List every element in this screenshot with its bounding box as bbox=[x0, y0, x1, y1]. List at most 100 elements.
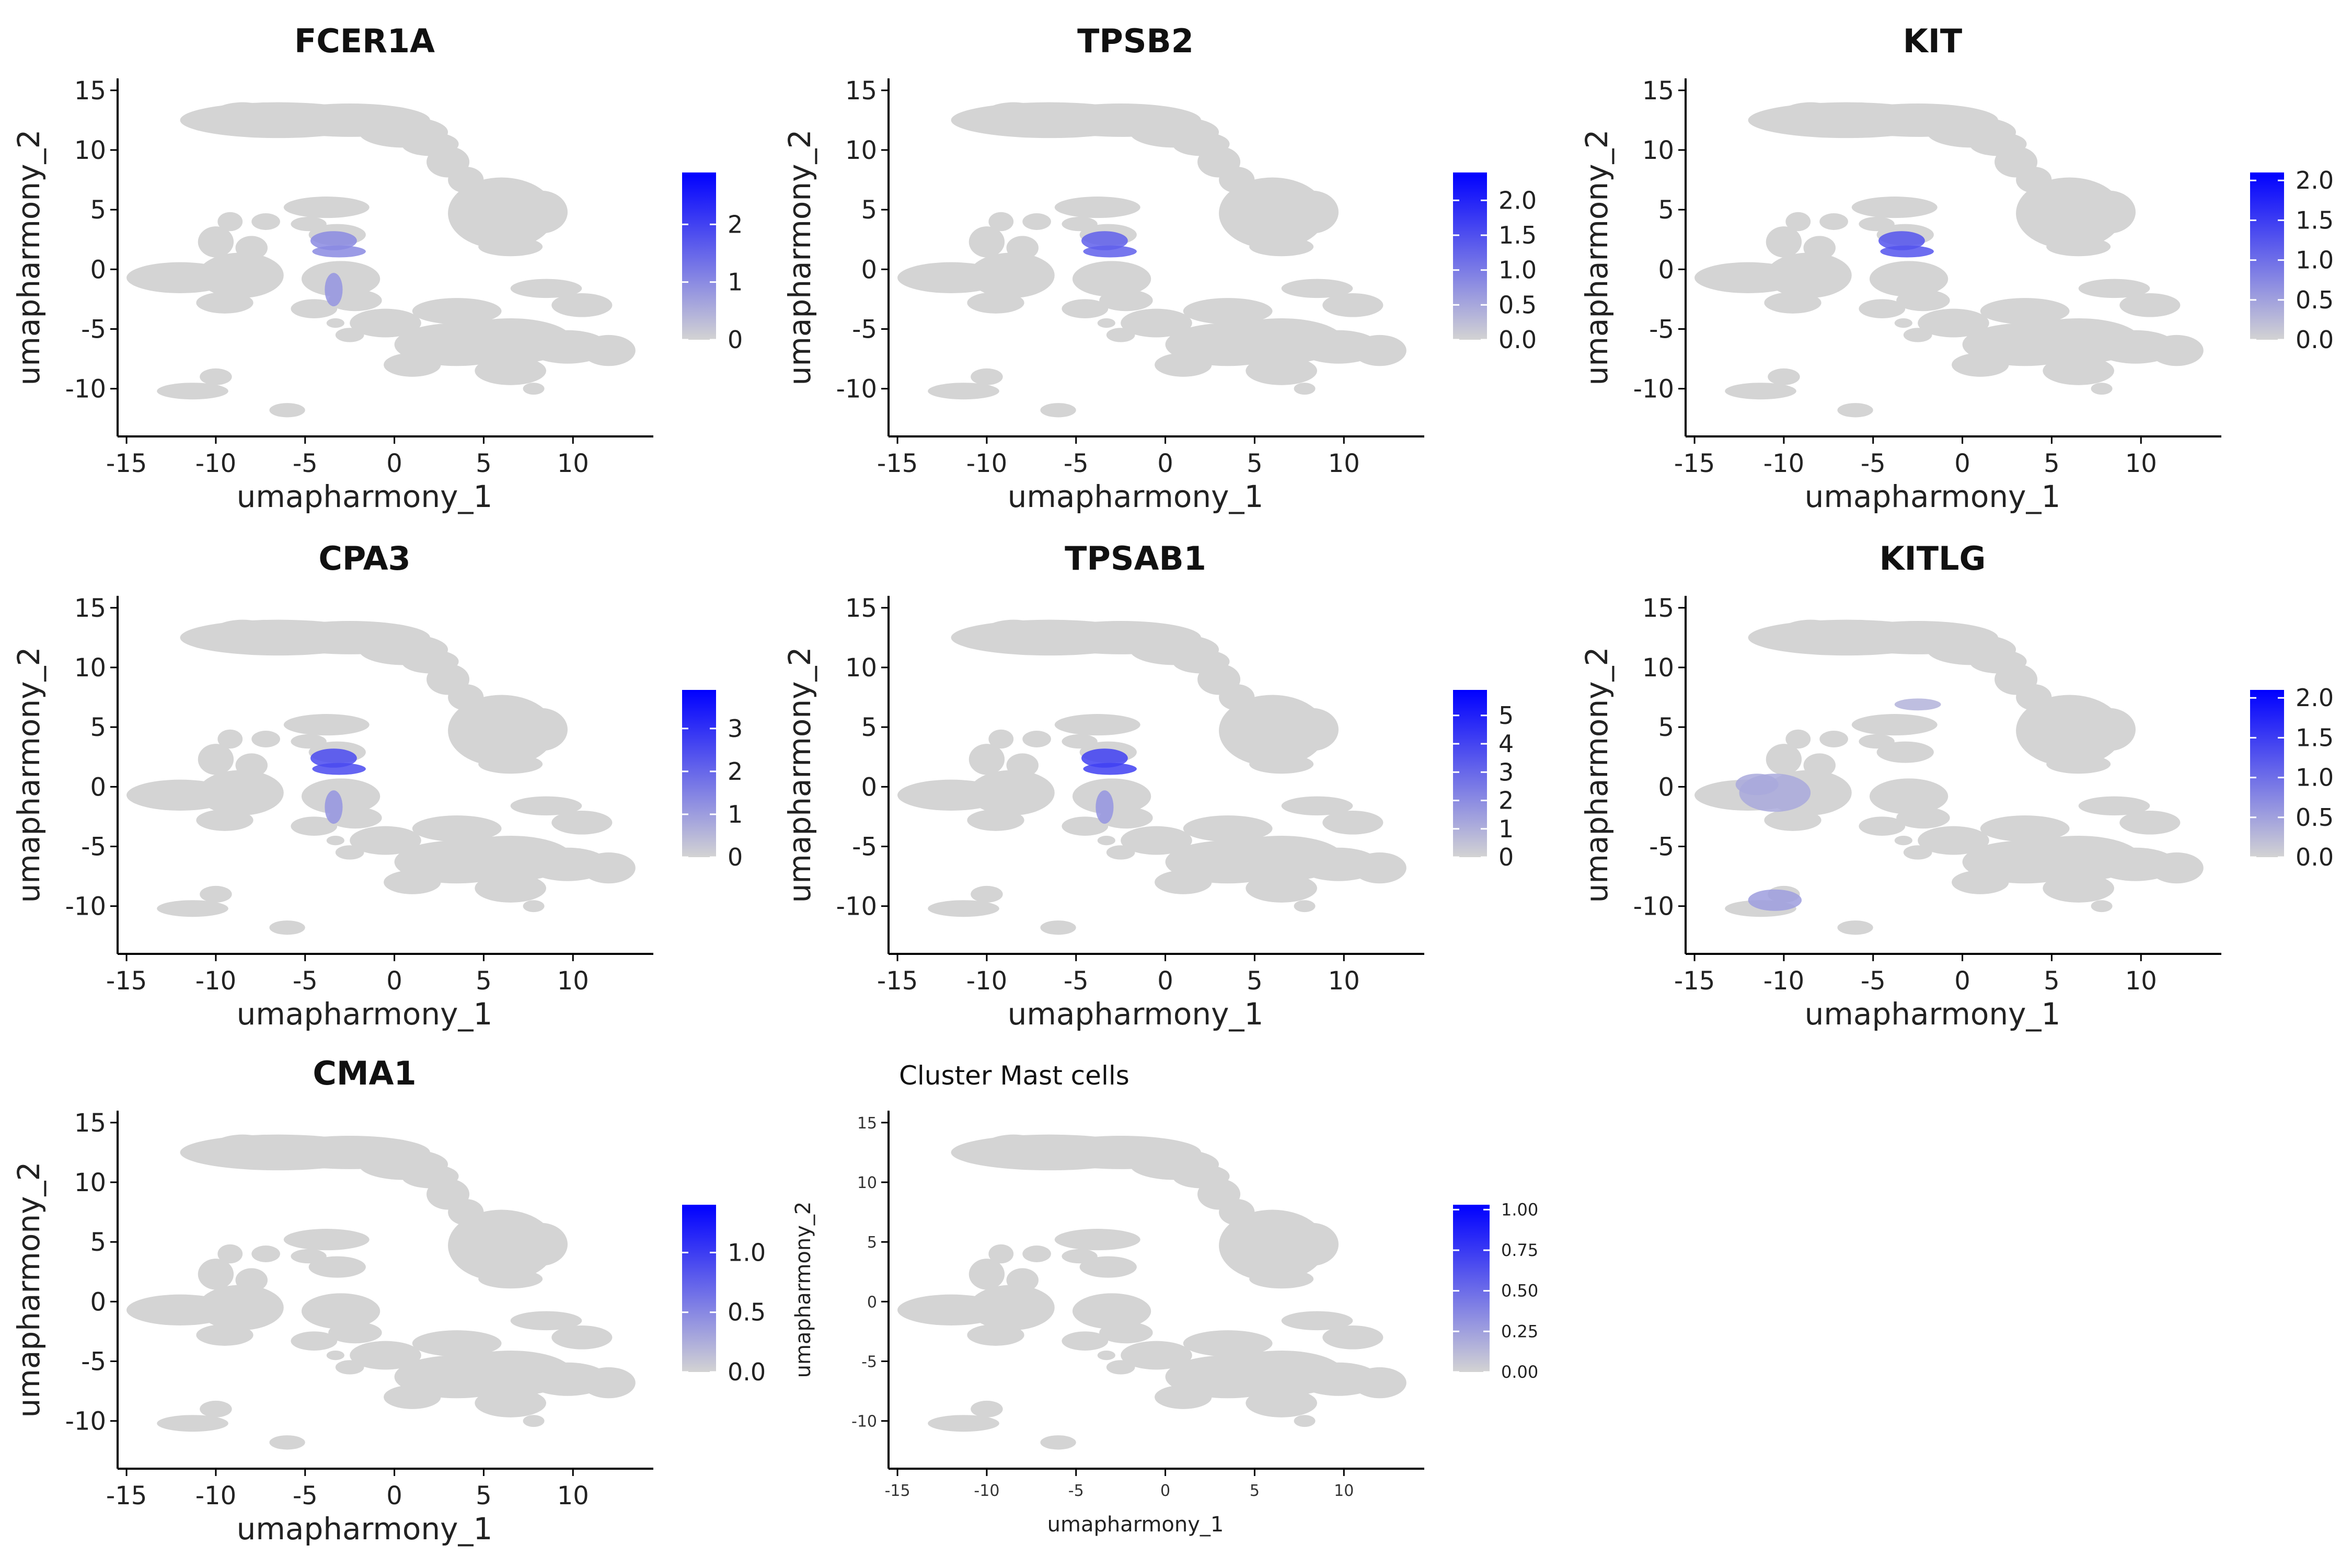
y-tick-label: 15 bbox=[1642, 76, 1674, 106]
cell-cluster bbox=[1869, 778, 1949, 814]
cell-cluster bbox=[283, 197, 370, 218]
y-tick-label: 15 bbox=[74, 594, 106, 623]
cell-cluster bbox=[514, 1223, 568, 1266]
cell-cluster bbox=[1246, 874, 1318, 903]
cell-cluster bbox=[217, 212, 243, 232]
cell-cluster bbox=[582, 1367, 636, 1399]
legend-tick-label: 1.5 bbox=[2296, 206, 2334, 234]
y-tick-label: 5 bbox=[90, 713, 106, 742]
cell-cluster bbox=[200, 885, 232, 903]
x-tick-label: -15 bbox=[877, 966, 918, 996]
cell-cluster bbox=[971, 885, 1003, 903]
cell-cluster bbox=[350, 826, 421, 855]
y-tick-label: 10 bbox=[845, 136, 877, 165]
cell-cluster bbox=[1155, 353, 1212, 377]
cell-cluster bbox=[200, 1400, 232, 1417]
expression-cluster-mast bbox=[310, 748, 357, 768]
cell-cluster bbox=[988, 1244, 1014, 1264]
expression-cluster-upper bbox=[1894, 698, 1941, 711]
cell-cluster bbox=[1918, 826, 1989, 855]
y-tick-label: 5 bbox=[861, 713, 877, 742]
cell-cluster bbox=[1766, 252, 1852, 298]
cell-cluster bbox=[1766, 744, 1802, 775]
y-axis-label: umapharmony_2 bbox=[11, 647, 47, 903]
cell-cluster bbox=[551, 1325, 613, 1350]
x-tick-label: 10 bbox=[557, 449, 589, 478]
legend-tick-label: 0.5 bbox=[1498, 291, 1537, 319]
cell-cluster bbox=[1097, 1350, 1115, 1361]
y-tick-label: 15 bbox=[74, 1109, 106, 1138]
color-scale-bar bbox=[682, 690, 716, 857]
cell-cluster bbox=[551, 293, 613, 317]
y-tick-label: 0 bbox=[861, 773, 877, 802]
cell-cluster bbox=[269, 920, 305, 935]
cell-cluster bbox=[1099, 290, 1153, 312]
cell-cluster bbox=[335, 328, 364, 342]
cell-cluster bbox=[1894, 835, 1912, 846]
y-tick-label: 0 bbox=[90, 1287, 106, 1317]
y-tick-label: 5 bbox=[867, 1233, 877, 1252]
cell-cluster bbox=[291, 816, 338, 836]
panel-title: Cluster Mast cells bbox=[899, 1060, 1129, 1091]
cell-cluster bbox=[523, 383, 545, 395]
panel-1: TPSB2 -15 -10 -5 0 5 10 -10 -5 0 5 10 15 umapharmony_… bbox=[782, 22, 1537, 514]
y-tick-label: 5 bbox=[90, 195, 106, 225]
x-tick-label: 5 bbox=[1250, 1482, 1260, 1500]
y-tick-label: 5 bbox=[861, 195, 877, 225]
cell-cluster bbox=[1869, 261, 1949, 297]
cell-cluster bbox=[928, 900, 999, 917]
x-tick-label: -10 bbox=[195, 966, 236, 996]
cell-cluster bbox=[251, 731, 280, 747]
panel-title: KITLG bbox=[1880, 539, 1986, 578]
cell-cluster bbox=[475, 874, 546, 903]
cell-cluster bbox=[217, 729, 243, 749]
expression-cluster-mast bbox=[1083, 245, 1137, 258]
cell-cluster bbox=[1281, 796, 1353, 816]
cell-cluster bbox=[328, 1322, 382, 1344]
y-tick-label: 5 bbox=[90, 1228, 106, 1257]
x-axis-label: umapharmony_1 bbox=[1008, 479, 1264, 514]
cell-cluster bbox=[1785, 212, 1811, 232]
y-tick-label: -10 bbox=[65, 375, 106, 404]
cell-cluster bbox=[478, 1269, 543, 1289]
cell-cluster bbox=[301, 778, 381, 814]
legend-tick-label: 4 bbox=[1498, 730, 1514, 758]
y-tick-label: 10 bbox=[74, 136, 106, 165]
cell-cluster bbox=[1876, 741, 1934, 763]
x-tick-label: -5 bbox=[1064, 966, 1089, 996]
expression-cluster-mast bbox=[1083, 763, 1137, 775]
x-tick-label: 10 bbox=[2125, 449, 2157, 478]
panel-0: FCER1A-15 -10 -5 0 5 10-10-5051015umapharmony… bbox=[11, 22, 743, 514]
cell-cluster bbox=[928, 1415, 999, 1432]
y-tick-label: 0 bbox=[1658, 773, 1674, 802]
cell-cluster bbox=[1766, 226, 1802, 258]
expression-cluster-mast bbox=[312, 245, 366, 258]
cell-cluster bbox=[1072, 778, 1151, 814]
legend-tick-label: 1.00 bbox=[1501, 1200, 1538, 1219]
cell-cluster bbox=[198, 770, 284, 816]
cell-cluster bbox=[475, 356, 546, 385]
cell-cluster bbox=[217, 1244, 243, 1264]
cell-cluster bbox=[981, 619, 1046, 649]
x-tick-label: 0 bbox=[386, 449, 402, 478]
cell-cluster bbox=[971, 368, 1003, 385]
cell-cluster bbox=[478, 754, 543, 774]
cell-cluster bbox=[523, 1415, 545, 1427]
panel-title: KIT bbox=[1903, 22, 1962, 60]
cell-cluster bbox=[988, 212, 1014, 232]
x-tick-label: -10 bbox=[966, 449, 1007, 478]
x-tick-label: 0 bbox=[386, 1481, 402, 1511]
legend-tick-label: 0.5 bbox=[2296, 803, 2334, 832]
y-tick-label: -10 bbox=[851, 1413, 877, 1431]
expression-cluster-lower bbox=[325, 790, 343, 824]
y-tick-label: 5 bbox=[1658, 195, 1674, 225]
x-tick-label: -5 bbox=[1861, 449, 1886, 478]
cell-cluster bbox=[510, 279, 582, 298]
cell-cluster bbox=[1778, 619, 1843, 649]
x-tick-label: 10 bbox=[1328, 966, 1360, 996]
cell-cluster bbox=[2043, 874, 2115, 903]
panel-title: TPSB2 bbox=[1077, 22, 1194, 60]
x-tick-label: 5 bbox=[2044, 449, 2060, 478]
x-axis-label: umapharmony_1 bbox=[1805, 479, 2061, 514]
cell-cluster bbox=[1918, 308, 1989, 338]
